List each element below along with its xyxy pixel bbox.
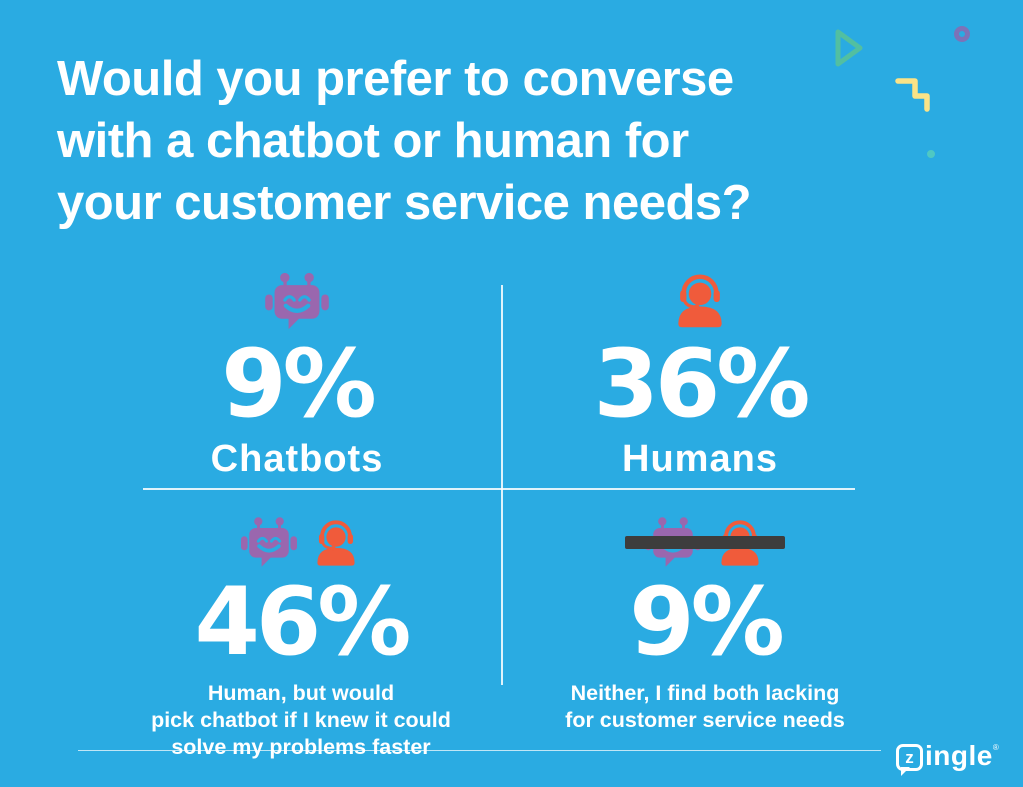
logo-speech-bubble-icon: z — [896, 744, 923, 771]
quadrant-chatbots: 9% Chatbots — [132, 272, 462, 481]
horizontal-divider — [143, 488, 855, 490]
title-line-3: your customer service needs? — [57, 176, 752, 230]
caption-line-3: solve my problems faster — [171, 735, 431, 759]
caption-line-1: Human, but would — [207, 681, 395, 705]
icon-row — [241, 510, 361, 568]
quadrant-humans: 36% Humans — [535, 272, 865, 481]
zingle-logo: z ingle ® — [896, 741, 999, 771]
caption-line-1: Neither, I find both lacking — [570, 681, 840, 705]
quadrant-label: Chatbots — [210, 438, 384, 480]
registered-trademark-symbol: ® — [992, 743, 999, 752]
title-line-1: Would you prefer to converse — [57, 52, 734, 106]
icon-row — [260, 272, 334, 330]
quadrant-label: Humans — [622, 438, 778, 480]
strikethrough-bar — [625, 536, 785, 549]
small-circle-outline-icon — [927, 150, 935, 158]
quadrant-caption: Human, but would pick chatbot if I knew … — [151, 680, 451, 761]
logo-wordmark: ingle — [925, 740, 993, 771]
icon-row — [625, 510, 785, 568]
caption-line-2: pick chatbot if I knew it could — [151, 708, 451, 732]
vertical-divider — [501, 285, 503, 685]
percent-value: 9% — [629, 568, 785, 677]
human-agent-icon — [317, 520, 355, 566]
icon-row — [671, 272, 729, 330]
zigzag-icon — [895, 78, 930, 112]
circle-outline-icon — [954, 26, 970, 42]
quadrant-caption: Neither, I find both lacking for custome… — [565, 680, 845, 734]
percent-value: 9% — [221, 330, 377, 439]
caption-line-2: for customer service needs — [565, 708, 845, 732]
percent-value: 46% — [194, 568, 412, 677]
human-agent-icon — [678, 274, 722, 328]
page-title: Would you prefer to converse with a chat… — [57, 48, 752, 234]
chatbot-icon — [265, 272, 329, 330]
chatbot-icon — [241, 517, 297, 567]
triangle-outline-icon — [835, 29, 863, 67]
logo-bubble-letter: z — [905, 747, 914, 767]
quadrant-human-or-chatbot: 46% Human, but would pick chatbot if I k… — [115, 510, 487, 761]
footer-rule — [78, 750, 881, 751]
title-line-2: with a chatbot or human for — [57, 114, 689, 168]
percent-value: 36% — [593, 330, 811, 439]
quadrant-neither: 9% Neither, I find both lacking for cust… — [519, 510, 891, 734]
